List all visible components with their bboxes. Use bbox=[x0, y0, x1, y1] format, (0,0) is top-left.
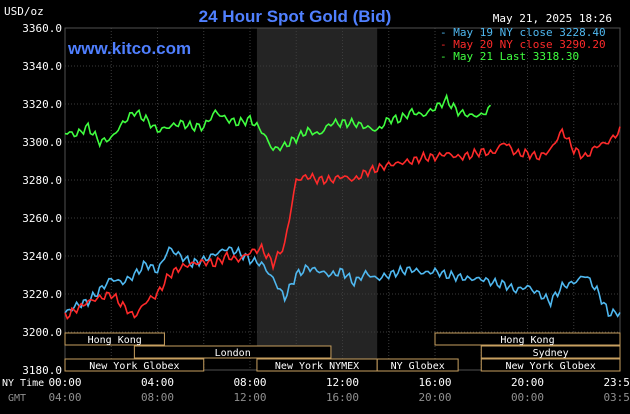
x-tick-label-ny: 12:00 bbox=[326, 376, 359, 389]
x-tick-label-gmt: 20:00 bbox=[418, 391, 451, 404]
session-bar bbox=[133, 345, 332, 359]
x-tick-label-ny: 23:59 bbox=[603, 376, 630, 389]
session-label: Hong Kong bbox=[88, 335, 142, 346]
session-bar bbox=[64, 332, 165, 346]
session-bar bbox=[64, 358, 205, 372]
x-tick-label-gmt: 12:00 bbox=[233, 391, 266, 404]
session-label: NY Globex bbox=[391, 361, 445, 372]
x-tick-label-gmt: 16:00 bbox=[326, 391, 359, 404]
series-line-may-19 bbox=[64, 245, 621, 318]
y-tick-label: 3360.0 bbox=[22, 22, 62, 35]
y-tick-label: 3320.0 bbox=[22, 98, 62, 111]
chart-title: 24 Hour Spot Gold (Bid) bbox=[199, 7, 392, 26]
y-tick-label: 3220.0 bbox=[22, 288, 62, 301]
x-tick-label-gmt: 04:00 bbox=[48, 391, 81, 404]
session-label: Hong Kong bbox=[500, 335, 554, 346]
session-label: Sydney bbox=[533, 348, 569, 359]
y-tick-label: 3340.0 bbox=[22, 60, 62, 73]
x-tick-label-ny: 00:00 bbox=[48, 376, 81, 389]
ny-time-label: NY Time bbox=[2, 378, 44, 389]
timestamp: May 21, 2025 18:26 bbox=[493, 12, 612, 25]
x-tick-label-gmt: 03:59 bbox=[603, 391, 630, 404]
y-tick-labels: 3360.0 3340.0 3320.0 3300.0 3280.0 3260.0 3240… bbox=[22, 22, 62, 377]
gmt-label: GMT bbox=[8, 393, 26, 404]
session-bars: Hong Kong Hong Kong London Sydney New York G… bbox=[64, 332, 621, 372]
y-tick-label: 3300.0 bbox=[22, 136, 62, 149]
series-layer bbox=[64, 93, 621, 321]
x-tick-label-gmt: 00:00 bbox=[511, 391, 544, 404]
session-label: New York NYMEX bbox=[275, 361, 359, 372]
kitco-watermark: www.kitco.com bbox=[67, 39, 191, 58]
legend-entry: - May 19 NY close 3228.40 bbox=[440, 26, 606, 39]
x-tick-label-ny: 16:00 bbox=[418, 376, 451, 389]
x-tick-label-ny: 08:00 bbox=[233, 376, 266, 389]
x-tick-label-gmt: 08:00 bbox=[141, 391, 174, 404]
x-tick-label-ny: 20:00 bbox=[511, 376, 544, 389]
series-line-may-21 bbox=[64, 93, 492, 152]
session-bar bbox=[434, 332, 621, 346]
series-line-may-20 bbox=[64, 126, 621, 321]
nymex-session-band bbox=[256, 28, 378, 370]
x-tick-labels: 00:00 04:00 08:00 12:00 16:00 20:00 23:59 04:00… bbox=[48, 376, 630, 404]
y-tick-label: 3260.0 bbox=[22, 212, 62, 225]
legend-entry: - May 20 NY close 3290.20 bbox=[440, 38, 606, 51]
y-axis-unit: USD/oz bbox=[4, 5, 44, 18]
session-bar bbox=[376, 358, 459, 372]
session-label: New York Globex bbox=[505, 361, 595, 372]
legend: - May 19 NY close 3228.40- May 20 NY clo… bbox=[440, 26, 606, 63]
session-label: New York Globex bbox=[89, 361, 179, 372]
y-tick-label: 3280.0 bbox=[22, 174, 62, 187]
y-tick-label: 3240.0 bbox=[22, 250, 62, 263]
session-bar bbox=[480, 358, 621, 372]
x-tick-label-ny: 04:00 bbox=[141, 376, 174, 389]
y-tick-label: 3180.0 bbox=[22, 364, 62, 377]
legend-entry: - May 21 Last 3318.30 bbox=[440, 50, 579, 63]
session-bar bbox=[480, 345, 621, 359]
y-tick-label: 3200.0 bbox=[22, 326, 62, 339]
session-label: London bbox=[215, 348, 251, 359]
